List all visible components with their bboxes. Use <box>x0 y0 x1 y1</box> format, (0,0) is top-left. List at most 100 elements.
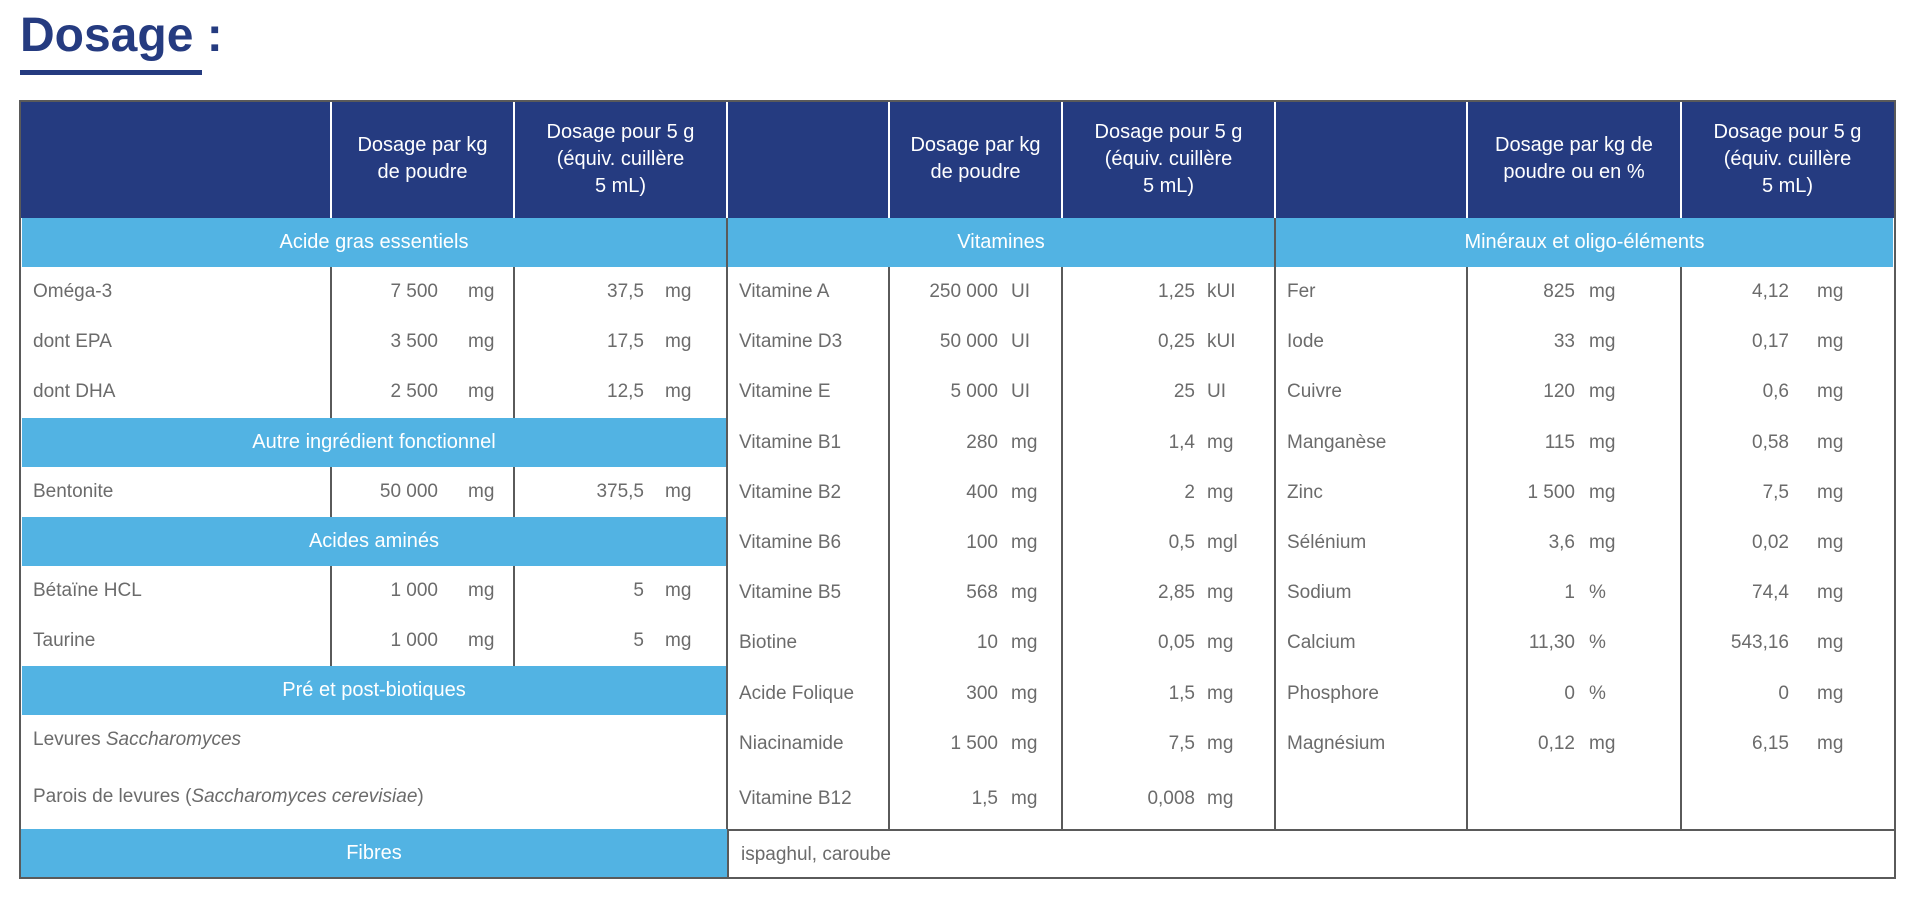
value: 2 <box>1184 481 1195 503</box>
column-divider <box>513 367 515 418</box>
column-divider <box>1680 568 1682 619</box>
unit-per-5g: mg <box>1207 769 1275 829</box>
value-per-5g: 1,4 <box>1062 418 1195 468</box>
header-divider <box>888 100 890 218</box>
unit-per-5g: mg <box>1207 669 1275 719</box>
row-label: Vitamine E <box>739 367 887 417</box>
page-title: Dosage : <box>20 9 223 62</box>
row-label: Taurine <box>33 616 329 666</box>
unit-per-5g: mg <box>1207 719 1275 769</box>
unit: mg <box>1011 431 1038 453</box>
column-divider <box>1061 618 1063 669</box>
unit-per-5g: mg <box>1817 267 1894 317</box>
value: 17,5 <box>607 331 644 353</box>
row-label: Zinc <box>1287 468 1465 518</box>
unit-per-5g: kUI <box>1207 317 1275 367</box>
value-per-kg: 825 <box>1467 267 1575 317</box>
unit: mg <box>1589 381 1616 403</box>
label: Bétaïne HCL <box>33 579 142 601</box>
value-per-kg: 115 <box>1467 418 1575 468</box>
table-header <box>20 100 1895 218</box>
header-line: Dosage par kg <box>357 134 488 156</box>
unit-per-5g: mg <box>665 616 727 666</box>
unit-per-5g: UI <box>1207 367 1275 417</box>
header-line: de poudre <box>930 161 1021 183</box>
column-divider <box>513 267 515 318</box>
unit-per-5g: mg <box>665 317 727 367</box>
column-divider <box>1061 317 1063 368</box>
unit-per-kg: mg <box>1589 468 1681 518</box>
value-per-5g: 1,25 <box>1062 267 1195 317</box>
value: 0,6 <box>1762 381 1789 403</box>
panel-divider <box>726 100 728 218</box>
value-per-kg: 10 <box>889 618 998 668</box>
label: Vitamine B6 <box>739 532 842 554</box>
row-label: Levures Saccharomyces <box>33 715 725 765</box>
column-divider <box>1061 518 1063 569</box>
value-per-kg: 33 <box>1467 317 1575 367</box>
value: 2,85 <box>1158 582 1195 604</box>
unit: mg <box>1207 582 1234 604</box>
column-divider <box>1680 769 1682 829</box>
unit-per-5g: mg <box>1817 518 1894 568</box>
unit-per-5g: mg <box>665 367 727 417</box>
label: Iode <box>1287 331 1324 353</box>
value-per-kg: 7 500 <box>331 267 438 317</box>
value: 10 <box>976 632 998 654</box>
footer-value: ispaghul, caroube <box>741 843 891 865</box>
column-divider <box>888 618 890 669</box>
unit: mg <box>1817 582 1844 604</box>
column-divider <box>888 467 890 518</box>
value: 2 500 <box>390 381 438 403</box>
column-header: Dosage pour 5 g (équiv. cuillère 5 mL) <box>514 100 727 218</box>
unit-per-kg: UI <box>1011 267 1062 317</box>
unit: UI <box>1011 331 1030 353</box>
label: dont EPA <box>33 331 112 353</box>
column-header: Dosage pour 5 g (équiv. cuillère 5 mL) <box>1062 100 1275 218</box>
value: 568 <box>966 582 998 604</box>
table-border <box>19 100 1896 879</box>
unit-per-kg: mg <box>468 467 514 517</box>
column-divider <box>1466 267 1468 318</box>
label: Vitamine A <box>739 281 830 303</box>
column-header: Dosage par kg de poudre ou en % <box>1467 100 1681 218</box>
value: 1,5 <box>971 788 998 809</box>
column-divider <box>513 317 515 368</box>
section-header: Minéraux et oligo-éléments <box>1276 218 1893 267</box>
value: 5 000 <box>950 381 998 403</box>
unit: mg <box>1207 632 1234 654</box>
row-label: Fer <box>1287 267 1465 317</box>
unit-per-kg: mg <box>1011 568 1062 618</box>
unit: % <box>1589 632 1606 654</box>
column-divider <box>1680 518 1682 569</box>
row-label: Phosphore <box>1287 669 1465 719</box>
unit: kUI <box>1207 281 1236 303</box>
unit-per-5g: mg <box>1817 719 1894 769</box>
value: 1,25 <box>1158 281 1195 303</box>
header-line: 5 mL) <box>594 174 647 197</box>
value: 5 <box>633 579 644 601</box>
column-divider <box>1061 769 1063 829</box>
label: Sodium <box>1287 582 1352 604</box>
row-label: Acide Folique <box>739 669 887 719</box>
label: Oméga-3 <box>33 281 113 303</box>
label: dont DHA <box>33 381 116 403</box>
unit-per-kg: mg <box>468 267 514 317</box>
unit: mg <box>665 480 692 502</box>
value: 11,30 <box>1528 632 1575 654</box>
value: 25 <box>1173 381 1195 403</box>
row-label: Parois de levures (Saccharomyces cerevis… <box>33 765 725 829</box>
row-label: Vitamine B1 <box>739 418 887 468</box>
value-per-kg: 0,12 <box>1467 719 1575 769</box>
header-line: Dosage par kg <box>910 134 1041 156</box>
column-divider <box>330 267 332 318</box>
unit-per-kg: mg <box>1011 769 1062 829</box>
column-header: Dosage pour 5 g (équiv. cuillère 5 mL) <box>1681 100 1894 218</box>
label: Bentonite <box>33 480 114 502</box>
value-per-5g: 0,008 <box>1062 769 1195 829</box>
value: 6,15 <box>1752 732 1789 754</box>
value: 0 <box>1778 682 1789 704</box>
label: Magnésium <box>1287 732 1386 754</box>
header-line: (équiv. cuillère <box>1104 147 1233 170</box>
value: 1 <box>1564 582 1575 604</box>
